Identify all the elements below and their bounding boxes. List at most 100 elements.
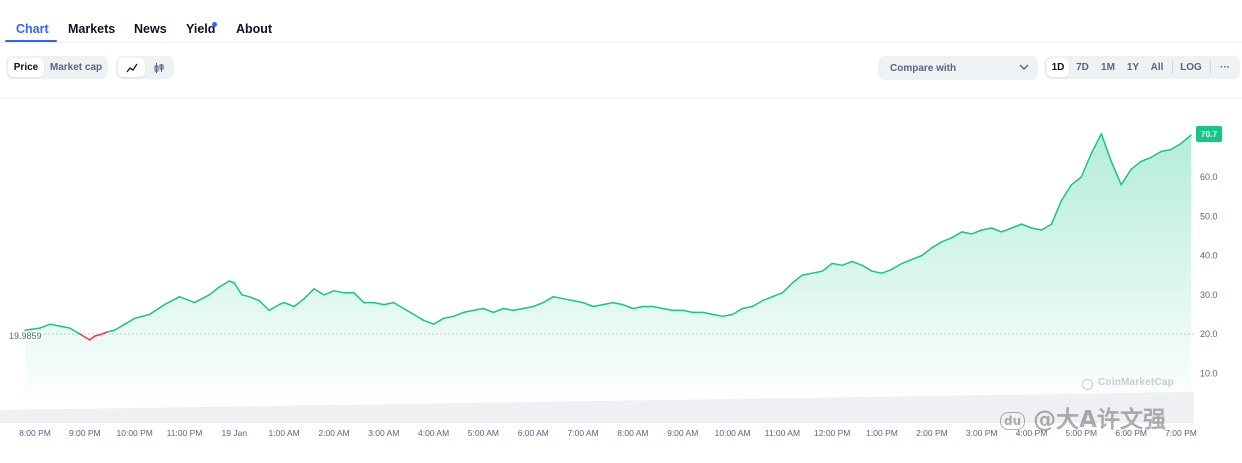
x-axis-tick-label: 7:00 AM: [568, 428, 599, 438]
base-price-label: 19.9859: [9, 331, 42, 341]
price-button[interactable]: Price: [8, 58, 44, 77]
price-line-segment: [622, 303, 634, 310]
price-line-segment: [701, 311, 714, 316]
tab-yield[interactable]: Yield: [186, 22, 216, 36]
price-line-segment: [532, 301, 544, 308]
price-line-segment: [801, 272, 814, 276]
price-chart[interactable]: 10.0 20.0 30.0 40.0 50.0 60.0 8:00 PM 9:00 PM 1…: [0, 95, 1242, 463]
price-line-segment: [133, 313, 151, 320]
tab-markets[interactable]: Markets: [68, 22, 116, 36]
x-axis-tick-label: 7:00 PM: [1165, 428, 1197, 438]
price-line-segment: [241, 294, 251, 298]
price-line-segment: [522, 305, 535, 310]
x-axis-tick-label: 10:00 PM: [117, 428, 153, 438]
price-line-segment: [1060, 184, 1073, 202]
price-line-segment: [602, 301, 614, 306]
price-line-segment: [106, 329, 116, 333]
x-axis-tick-label: 4:00 PM: [1016, 428, 1048, 438]
range-1d-button[interactable]: 1D: [1047, 58, 1069, 77]
price-line-segment: [178, 295, 196, 304]
x-axis-tick-label: 11:00 PM: [167, 428, 203, 438]
price-line-segment: [592, 303, 604, 308]
price-line-segment: [961, 231, 973, 235]
line-chart-button[interactable]: [118, 58, 145, 77]
price-line-segment: [89, 335, 96, 341]
price-line-segment: [831, 262, 843, 267]
price-mode-toggle: Price Market cap: [6, 56, 108, 79]
price-line-segment: [901, 258, 913, 265]
more-options-button[interactable]: ···: [1220, 62, 1230, 73]
price-line-segment: [512, 307, 525, 312]
price-line-segment: [652, 305, 664, 310]
price-line-segment: [39, 323, 51, 329]
range-1m-button[interactable]: 1M: [1101, 62, 1115, 73]
price-line-segment: [472, 307, 485, 312]
price-line-segment: [1170, 142, 1182, 151]
range-7d-button[interactable]: 7D: [1076, 62, 1089, 73]
price-line-segment: [781, 282, 794, 294]
price-line-segment: [1020, 223, 1033, 229]
price-line-segment: [402, 307, 415, 316]
x-axis-tick-label: 9:00 PM: [69, 428, 101, 438]
price-line-segment: [841, 260, 853, 267]
price-line-segment: [1070, 176, 1083, 186]
tab-news[interactable]: News: [134, 22, 167, 36]
candlestick-button[interactable]: [146, 58, 172, 77]
price-line-segment: [422, 319, 435, 325]
x-axis-tick-label: 6:00 PM: [1115, 428, 1147, 438]
tab-chart[interactable]: Chart: [16, 22, 49, 36]
price-line-segment: [1130, 160, 1142, 170]
price-line-segment: [323, 290, 335, 296]
price-line-segment: [1010, 223, 1023, 229]
y-axis-tick-label: 60.0: [1200, 172, 1218, 182]
chart-type-toggle: [116, 56, 174, 79]
y-axis-tick-label: 10.0: [1200, 368, 1218, 378]
y-axis-tick-label: 50.0: [1200, 211, 1218, 221]
price-line-segment: [871, 270, 883, 274]
range-all-button[interactable]: All: [1150, 62, 1164, 73]
active-tab-indicator: [5, 40, 57, 42]
price-line-segment: [881, 268, 893, 274]
range-1y-button[interactable]: 1Y: [1126, 62, 1140, 73]
line-chart-icon: [125, 63, 138, 73]
compare-with-dropdown[interactable]: Compare with: [878, 56, 1038, 80]
price-line-segment: [1030, 227, 1043, 231]
price-line-segment: [662, 307, 674, 312]
price-line-segment: [542, 295, 554, 304]
y-axis-tick-label: 30.0: [1200, 290, 1218, 300]
price-line-segment: [1080, 152, 1093, 178]
price-line-segment: [791, 274, 804, 284]
price-line-segment: [731, 307, 744, 316]
chevron-down-icon: [1019, 64, 1029, 70]
candlestick-icon: [154, 63, 164, 73]
price-line-segment: [1090, 133, 1103, 155]
price-line-segment: [163, 295, 181, 306]
price-line-segment: [1150, 150, 1162, 159]
price-line-segment: [721, 313, 734, 318]
price-line-segment: [303, 288, 315, 300]
price-line-segment: [193, 294, 211, 304]
compare-with-label: Compare with: [890, 63, 957, 74]
x-axis-tick-label: 8:00 PM: [19, 428, 51, 438]
current-price-badge: 70.7: [1196, 126, 1222, 142]
range-divider: [1172, 61, 1173, 74]
market-cap-button[interactable]: Market cap: [49, 62, 103, 73]
price-line-segment: [681, 309, 694, 314]
log-scale-button[interactable]: LOG: [1180, 62, 1202, 73]
x-axis-tick-label: 2:00 PM: [916, 428, 948, 438]
price-line-segment: [482, 307, 495, 314]
x-axis-tick-label: 1:00 PM: [866, 428, 898, 438]
price-line-segment: [1110, 160, 1122, 186]
tab-about[interactable]: About: [236, 22, 273, 36]
x-axis-tick-label: 8:00 AM: [617, 428, 648, 438]
coinmarketcap-watermark: CoinMarketCap: [1098, 377, 1174, 388]
x-axis-tick-label: 19 Jan: [222, 428, 248, 438]
price-line-segment: [582, 301, 594, 308]
x-axis-tick-label: 10:00 AM: [715, 428, 751, 438]
price-line-segment: [392, 301, 405, 310]
price-line-segment: [562, 297, 574, 302]
price-line-segment: [94, 334, 101, 337]
price-line-segment: [751, 299, 764, 308]
price-line-segment: [911, 254, 923, 261]
volume-band: [0, 392, 1194, 423]
